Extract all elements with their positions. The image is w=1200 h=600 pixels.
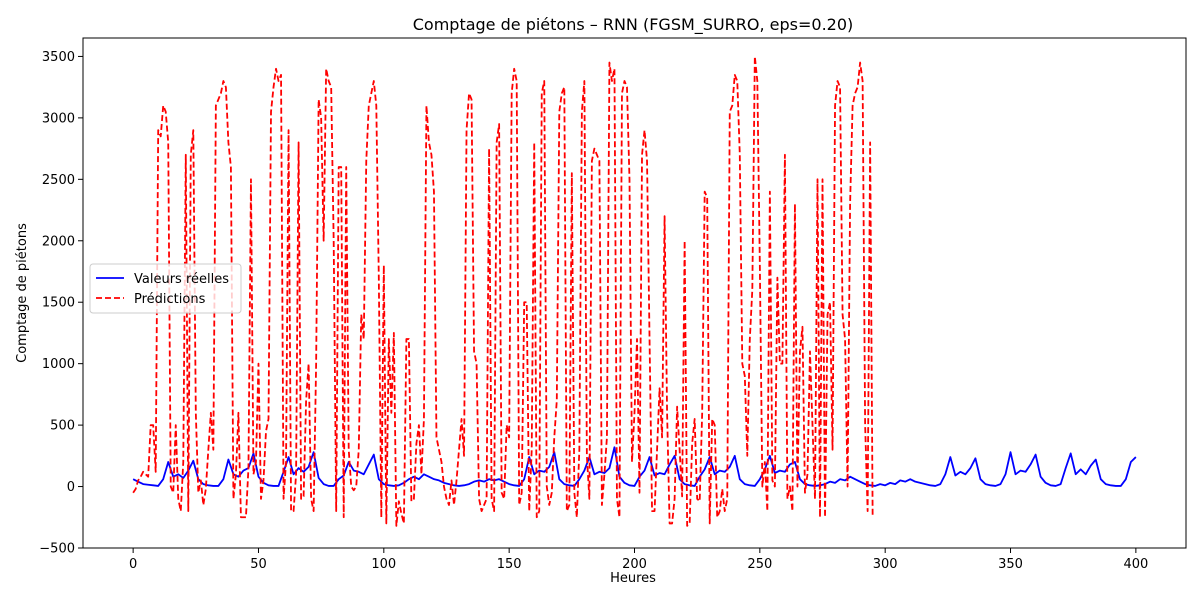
- x-tick-label: 250: [747, 557, 772, 572]
- y-tick-label: 0: [67, 480, 75, 495]
- x-tick-label: 50: [250, 557, 267, 572]
- legend-label-predicted: Prédictions: [134, 292, 206, 307]
- x-tick-label: 350: [998, 557, 1023, 572]
- x-tick-label: 400: [1123, 557, 1148, 572]
- legend-box: [89, 263, 242, 314]
- y-axis-title: Comptage de piétons: [15, 223, 30, 363]
- series-layer: [132, 55, 1137, 527]
- x-tick-label: 300: [873, 557, 898, 572]
- x-axis-title: Heures: [610, 571, 656, 586]
- series-line-predicted: [132, 55, 874, 527]
- y-tick-label: 3000: [42, 111, 75, 126]
- x-tick-label: 150: [497, 557, 522, 572]
- y-tick-label: 500: [50, 419, 75, 434]
- chart-title: Comptage de piétons – RNN (FGSM_SURRO, e…: [413, 15, 854, 35]
- legend-label-actual: Valeurs réelles: [134, 272, 229, 287]
- y-axis: −500 0 500 1000 1500 2000 2500 3000 3500: [39, 50, 83, 557]
- y-tick-label: 1500: [42, 296, 75, 311]
- x-tick-label: 0: [129, 557, 137, 572]
- x-tick-label: 100: [371, 557, 396, 572]
- y-tick-label: 2000: [42, 234, 75, 249]
- y-tick-label: 1000: [42, 357, 75, 372]
- x-tick-label: 200: [622, 557, 647, 572]
- y-tick-label: 3500: [42, 50, 75, 65]
- legend: Valeurs réelles Prédictions: [89, 263, 242, 314]
- y-tick-label: −500: [39, 542, 75, 557]
- x-axis: 0 50 100 150 200 250 300 350 400: [129, 548, 1148, 572]
- y-tick-label: 2500: [42, 173, 75, 188]
